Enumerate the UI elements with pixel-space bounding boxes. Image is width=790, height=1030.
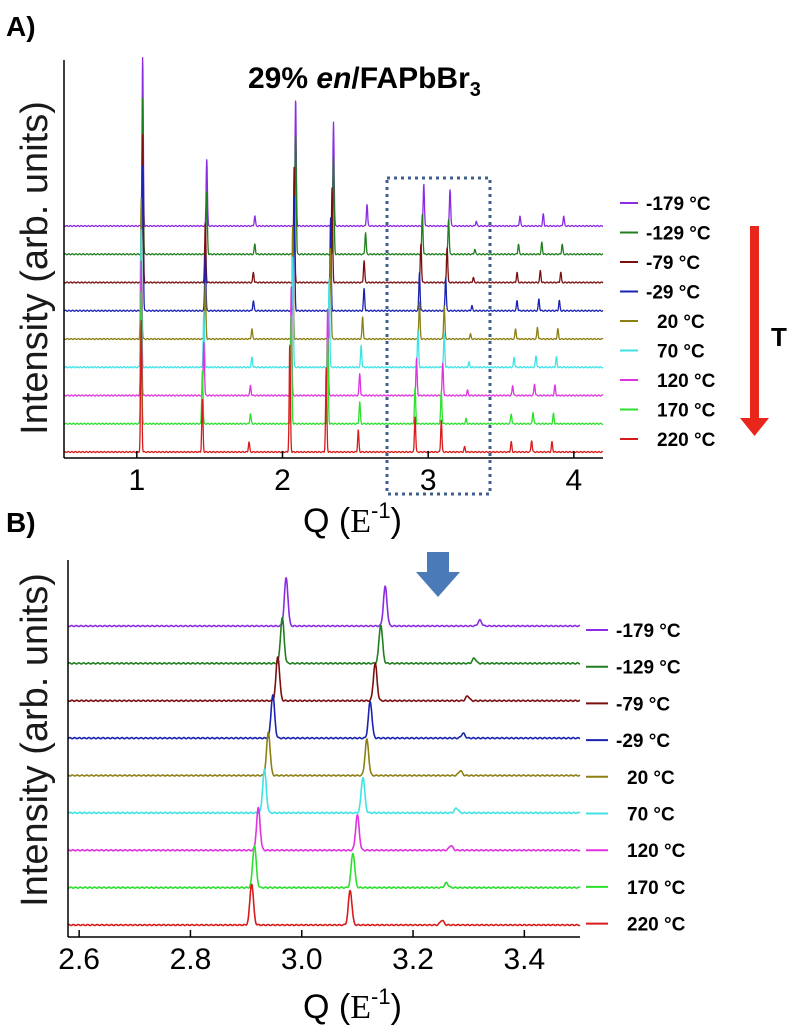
series-70-line bbox=[63, 229, 604, 369]
series-minus-129-line bbox=[67, 616, 581, 665]
legend-label-minus-79: -79 °C bbox=[646, 253, 700, 274]
legend-label-minus-129: -129 °C bbox=[646, 224, 711, 245]
legend-label-70: 70 °C bbox=[657, 342, 705, 363]
x-tick-label: 3 bbox=[420, 464, 437, 497]
series-minus-79-line bbox=[63, 133, 604, 284]
legend-label-120: 120 °C bbox=[627, 841, 686, 862]
series-20-line bbox=[63, 197, 604, 341]
legend-label-70: 70 °C bbox=[627, 805, 675, 826]
legend-label-minus-179: -179 °C bbox=[646, 194, 711, 215]
legend-label-minus-29: -29 °C bbox=[616, 731, 670, 752]
series-120-line bbox=[67, 806, 581, 852]
legend-label-220: 220 °C bbox=[627, 915, 686, 936]
series-minus-29-line bbox=[67, 694, 581, 740]
x-tick-label: 2 bbox=[274, 464, 291, 497]
series-minus-79-line bbox=[67, 656, 581, 703]
legend-label-170: 170 °C bbox=[657, 401, 716, 422]
legend-a: -179 °C -129 °C -79 °C -29 °C 20 °C 70 °C 120 … bbox=[620, 194, 716, 451]
x-ticks-a: 1 2 3 4 bbox=[128, 451, 582, 497]
title-italic: en bbox=[316, 62, 351, 95]
series-20-line bbox=[67, 731, 581, 777]
legend-label-20: 20 °C bbox=[657, 312, 705, 333]
x-ticks-b: 2.6 2.8 3.0 3.2 3.4 bbox=[58, 930, 545, 976]
title-prefix: 29% bbox=[248, 62, 316, 95]
series-minus-129-line bbox=[63, 97, 604, 256]
panel-b: B) Intensity (arb. units) 2.6 2.8 3.0 3.2 3.… bbox=[6, 507, 686, 1026]
temperature-arrow-shaft bbox=[750, 226, 759, 420]
panel-a: A) 29% en/FAPbBr3 Intensity (arb. units)… bbox=[6, 11, 787, 540]
x-tick-label: 2.8 bbox=[170, 943, 212, 976]
series-minus-179-line bbox=[63, 57, 604, 228]
x-tick-label: 3.4 bbox=[503, 943, 545, 976]
series-220-line bbox=[63, 320, 604, 454]
x-axis-label-b: Q (E-1) bbox=[303, 984, 402, 1026]
legend-label-minus-179: -179 °C bbox=[616, 621, 681, 642]
y-axis-label-a: Intensity (arb. units) bbox=[14, 101, 56, 435]
series-220-line bbox=[67, 883, 581, 927]
traces-b bbox=[67, 577, 581, 927]
series-120-line bbox=[63, 260, 604, 397]
series-170-line bbox=[67, 844, 581, 890]
y-axis-label-b: Intensity (arb. units) bbox=[14, 573, 56, 907]
temperature-arrow-head bbox=[740, 418, 769, 436]
x-tick-label: 4 bbox=[566, 464, 583, 497]
x-tick-label: 3.0 bbox=[281, 943, 323, 976]
legend-label-minus-129: -129 °C bbox=[616, 658, 681, 679]
series-minus-29-line bbox=[63, 165, 604, 312]
traces-a bbox=[63, 57, 604, 454]
panel-b-letter: B) bbox=[6, 507, 36, 538]
x-tick-label: 2.6 bbox=[58, 943, 100, 976]
series-170-line bbox=[63, 290, 604, 425]
legend-label-220: 220 °C bbox=[657, 430, 716, 451]
legend-label-20: 20 °C bbox=[627, 768, 675, 789]
x-tick-label: 3.2 bbox=[392, 943, 434, 976]
zoom-arrow-icon bbox=[416, 552, 460, 597]
series-70-line bbox=[67, 768, 581, 815]
legend-label-minus-29: -29 °C bbox=[646, 283, 700, 304]
series-minus-179-line bbox=[67, 577, 581, 628]
x-tick-label: 1 bbox=[128, 464, 145, 497]
zoom-region-box bbox=[385, 176, 492, 496]
legend-b: -179 °C -129 °C -79 °C -29 °C 20 °C 70 °C 120 … bbox=[586, 621, 686, 936]
legend-label-120: 120 °C bbox=[657, 371, 716, 392]
title-subscript: 3 bbox=[470, 79, 481, 101]
temperature-trend-label: T bbox=[771, 322, 787, 352]
chart-a-title: 29% en/FAPbBr3 bbox=[248, 62, 481, 101]
title-middle: /FAPbBr bbox=[351, 62, 470, 95]
panel-a-letter: A) bbox=[6, 11, 36, 42]
legend-label-minus-79: -79 °C bbox=[616, 694, 670, 715]
legend-label-170: 170 °C bbox=[627, 878, 686, 899]
x-axis-label-a: Q (E-1) bbox=[303, 498, 402, 540]
